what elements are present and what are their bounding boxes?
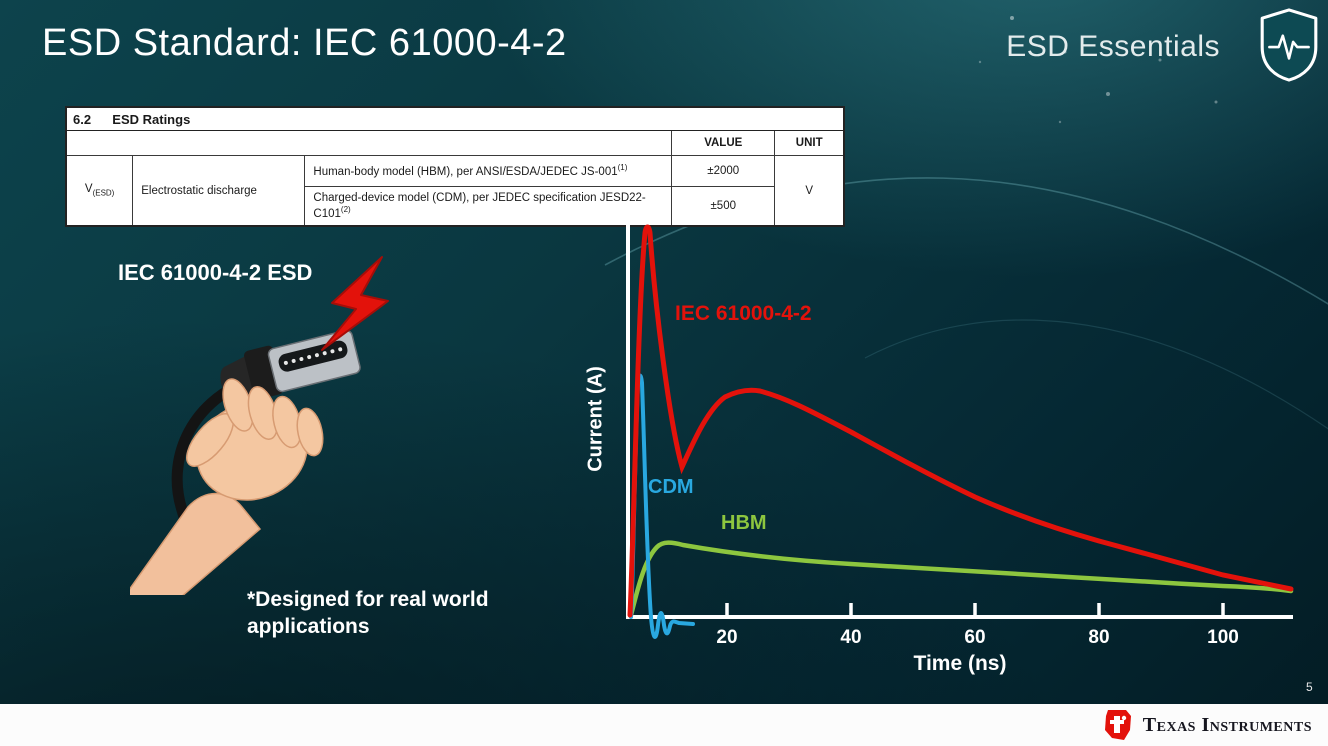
fingers: [222, 378, 324, 457]
table-caption-row: 6.2 ESD Ratings: [65, 106, 845, 131]
x-tick-80: 80: [1088, 627, 1110, 648]
x-tick-100: 100: [1207, 627, 1239, 648]
x-axis-ticks: [725, 603, 1225, 619]
parameter-symbol: V(ESD): [65, 155, 134, 227]
table-row: Charged-device model (CDM), per JEDEC sp…: [66, 186, 844, 227]
iec-curve: [627, 224, 1294, 618]
cdm-description: Charged-device model (CDM), per JEDEC sp…: [304, 186, 673, 227]
pulse-line-icon: [1268, 34, 1310, 60]
lightning-bolt-icon: [321, 256, 389, 351]
section-title: ESD Ratings: [112, 111, 191, 127]
esd-ratings-table: 6.2 ESD Ratings VALUE UNIT V(ESD) Electr…: [65, 106, 845, 227]
x-tick-20: 20: [716, 627, 738, 648]
column-header-value: VALUE: [671, 130, 776, 156]
iec-curve-label: IEC 61000-4-2: [675, 302, 812, 325]
x-tick-40: 40: [840, 627, 862, 648]
table-header-row: VALUE UNIT: [65, 130, 845, 156]
hbm-description: Human-body model (HBM), per ANSI/ESDA/JE…: [304, 155, 673, 187]
series-title: ESD Essentials: [1006, 30, 1220, 63]
forearm: [130, 492, 262, 595]
footer-bar: Texas Instruments: [0, 704, 1328, 746]
illustration-caption: IEC 61000-4-2 ESD: [118, 260, 313, 285]
ti-logo-icon: [1104, 710, 1131, 740]
cdm-curve: [629, 373, 695, 639]
ti-wordmark: Texas Instruments: [1142, 713, 1312, 736]
x-tick-60: 60: [964, 627, 986, 648]
x-axis-label: Time (ns): [913, 652, 1007, 675]
page-number: 5: [1306, 680, 1313, 694]
column-header-unit: UNIT: [774, 130, 845, 156]
chart-canvas: [626, 219, 1294, 639]
hbm-curve-label: HBM: [721, 512, 767, 534]
table-row: V(ESD) Electrostatic discharge Human-bod…: [65, 155, 845, 227]
connector-face: [278, 340, 348, 372]
cdm-curve-label: CDM: [648, 476, 694, 498]
page-title: ESD Standard: IEC 61000-4-2: [42, 22, 567, 64]
designed-for-real-world-note: *Designed for real world applications: [247, 588, 489, 639]
hbm-curve: [628, 540, 1294, 618]
parameter-name: Electrostatic discharge: [132, 155, 306, 227]
unit-value: V: [774, 155, 845, 227]
hand-cable-illustration: [130, 256, 389, 595]
connector-pins: [283, 347, 343, 365]
esd-shield-icon: [1260, 8, 1318, 82]
cdm-value: ±500: [671, 186, 776, 227]
hbm-value: ±2000: [671, 155, 776, 187]
section-number: 6.2: [73, 111, 92, 127]
y-axis-label: Current (A): [584, 366, 607, 472]
current-vs-time-chart: Current (A) Time (ns) 20 40 60 80 100 IE…: [575, 205, 1323, 680]
